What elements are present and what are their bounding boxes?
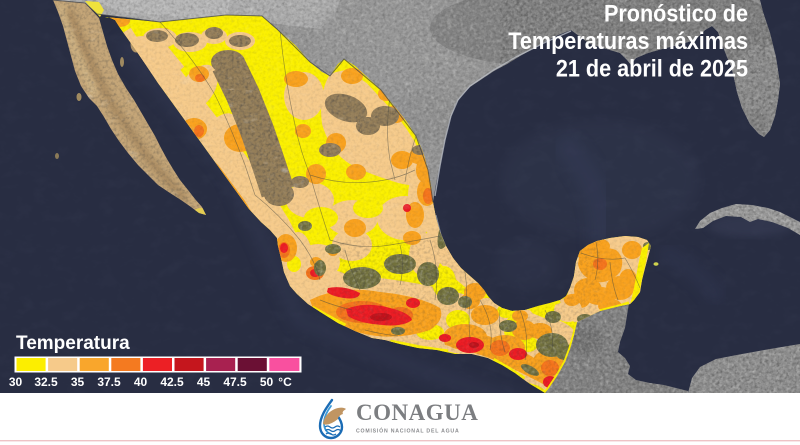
svg-text:Pronóstico de: Pronóstico de <box>604 0 748 27</box>
svg-text:30: 30 <box>9 375 23 389</box>
svg-text:21 de abril de 2025: 21 de abril de 2025 <box>556 54 748 81</box>
svg-text:32.5: 32.5 <box>34 375 58 389</box>
svg-text:37.5: 37.5 <box>97 375 121 389</box>
svg-text:Temperatura: Temperatura <box>16 333 130 354</box>
svg-text:50: 50 <box>260 375 274 389</box>
svg-text:42.5: 42.5 <box>160 375 184 389</box>
svg-text:45: 45 <box>197 375 211 389</box>
svg-text:CONAGUA: CONAGUA <box>356 400 478 425</box>
svg-text:°C: °C <box>278 375 292 389</box>
svg-text:47.5: 47.5 <box>223 375 247 389</box>
svg-text:COMISIÓN NACIONAL DEL AGUA: COMISIÓN NACIONAL DEL AGUA <box>356 427 459 435</box>
svg-text:40: 40 <box>134 375 148 389</box>
svg-text:Temperaturas máximas: Temperaturas máximas <box>508 27 748 54</box>
svg-text:35: 35 <box>71 375 85 389</box>
